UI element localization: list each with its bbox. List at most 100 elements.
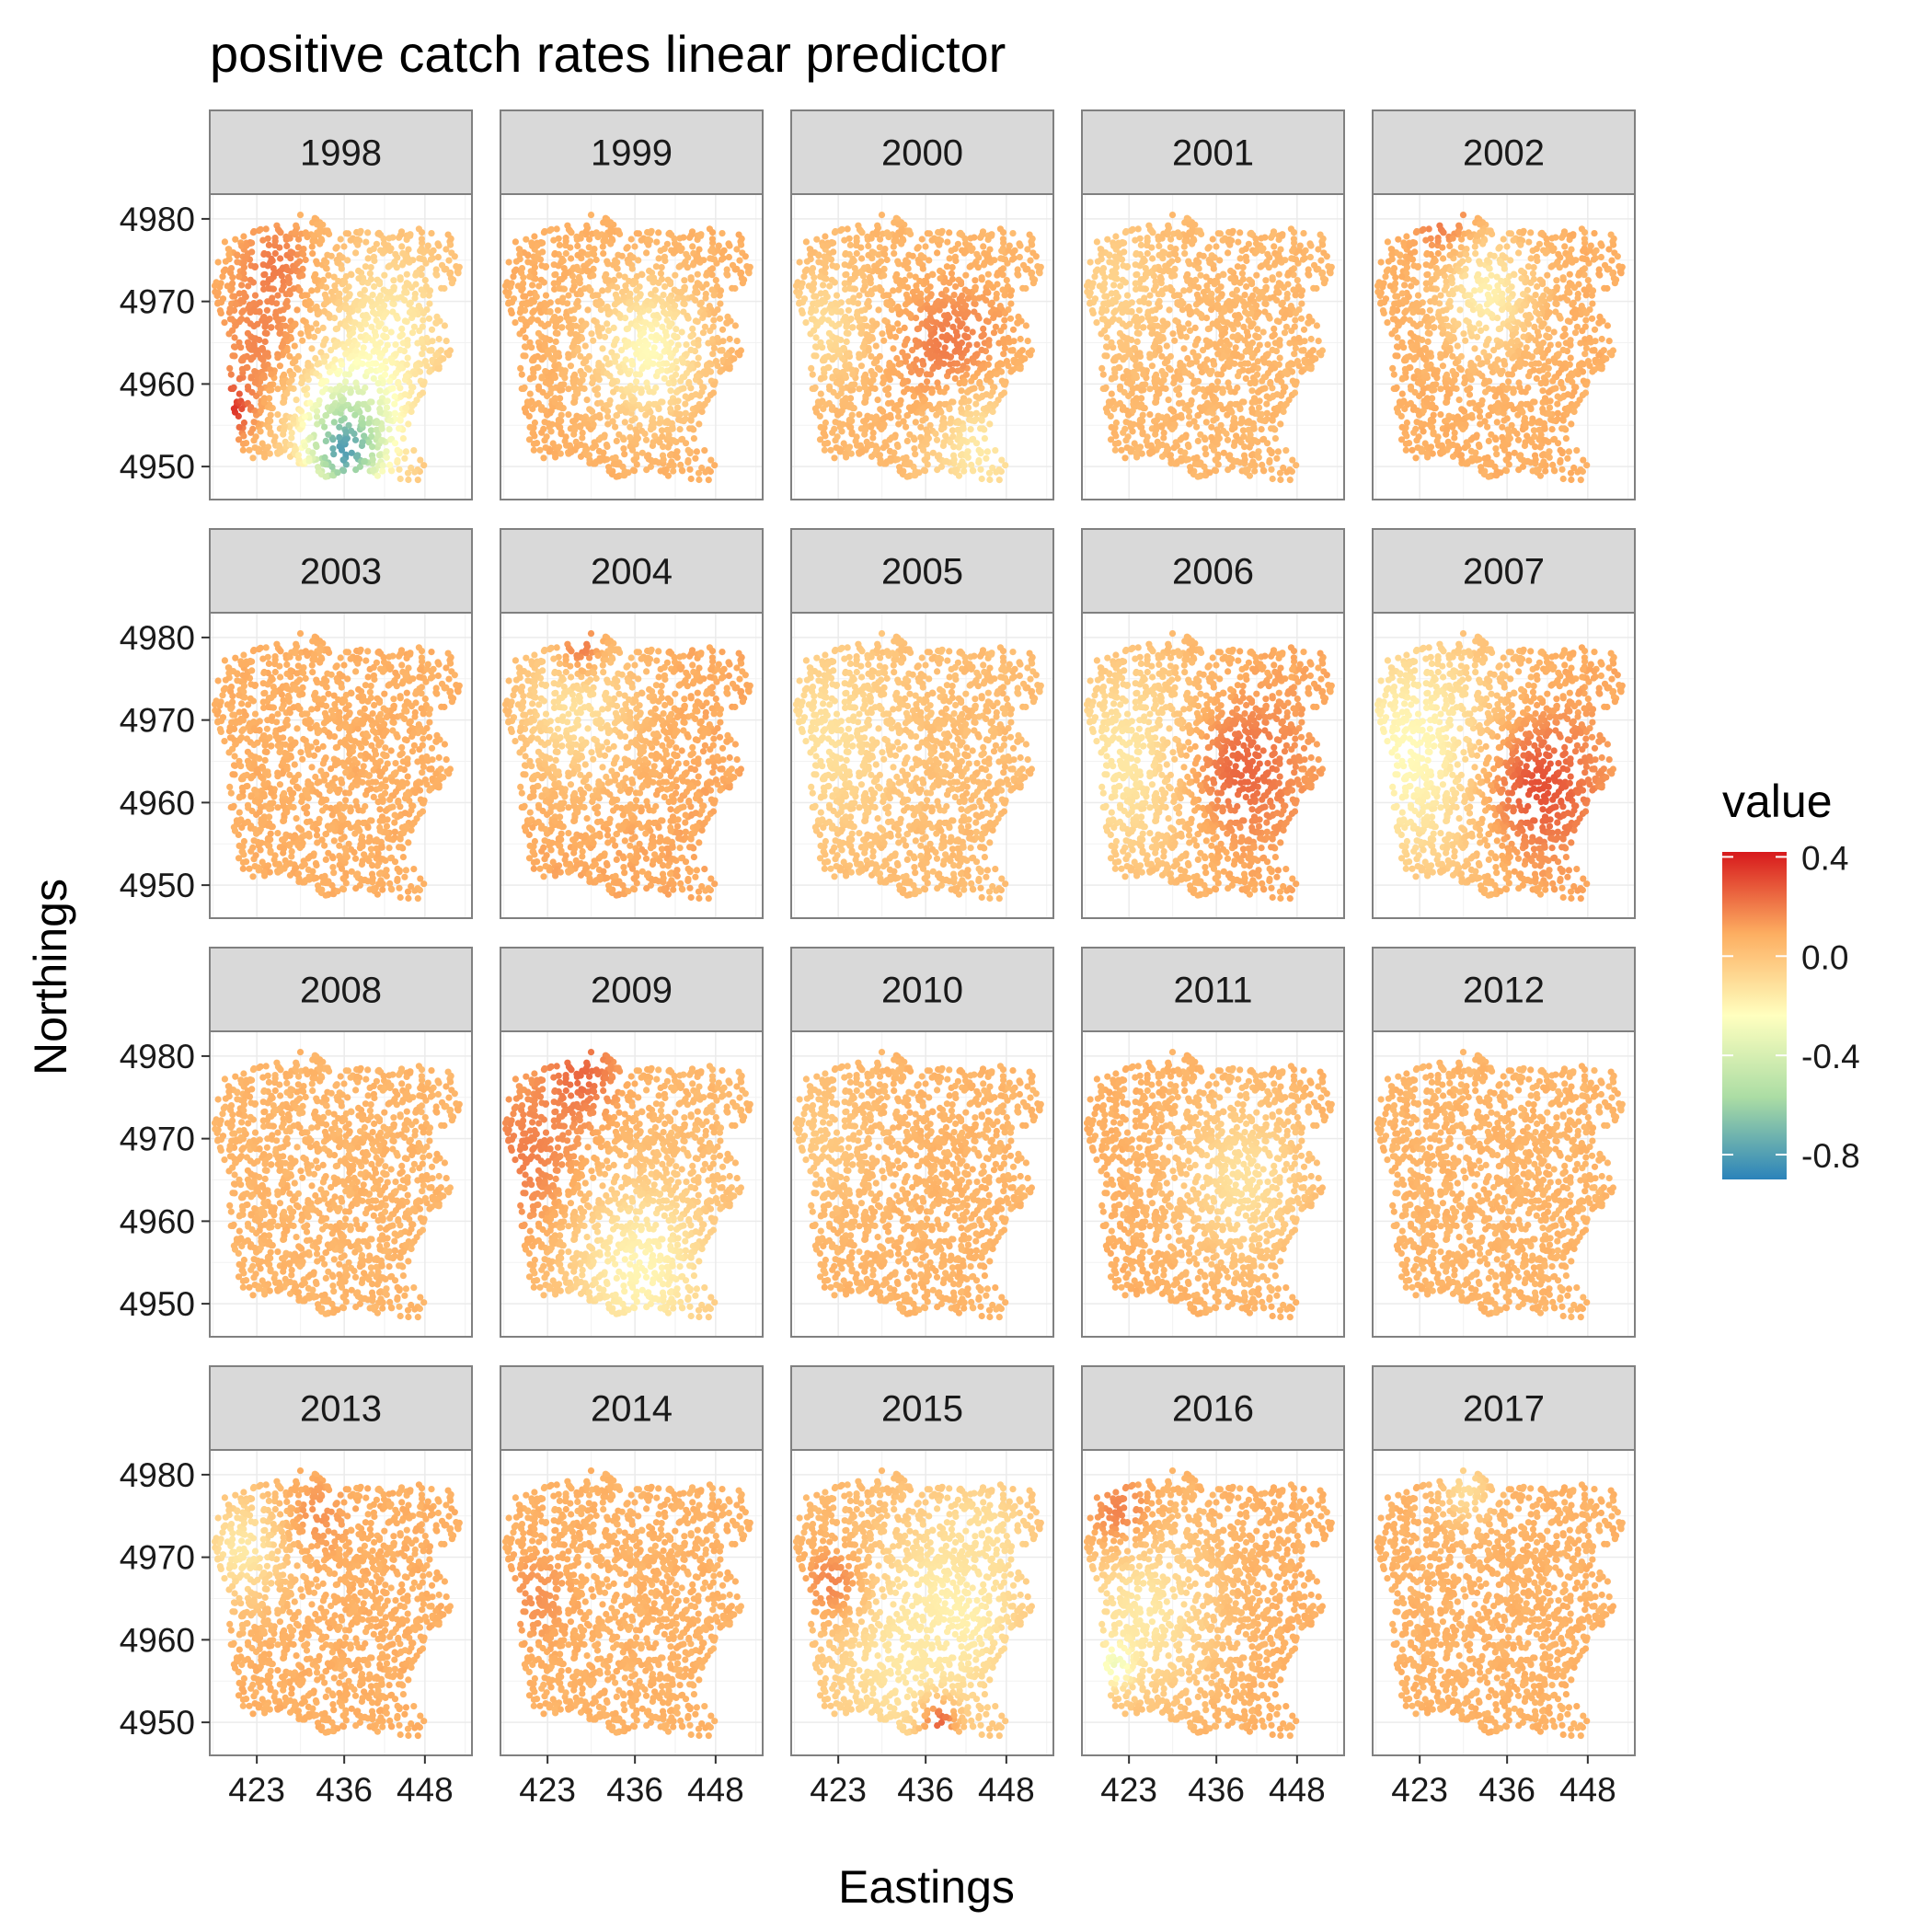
data-point [258,226,264,233]
data-point [1109,391,1115,397]
data-point [426,316,432,322]
data-point [937,268,943,274]
data-point [360,401,366,408]
data-point [1121,374,1127,380]
data-point [686,466,693,473]
data-point [396,425,402,431]
data-point [581,285,588,292]
data-point [1317,258,1324,264]
data-point [280,399,286,406]
data-point [829,404,835,410]
data-point [904,284,911,291]
data-point [1217,230,1224,236]
data-point [579,372,585,378]
data-point [883,443,890,449]
data-point [696,247,702,253]
data-point [250,335,257,341]
data-point [1271,326,1277,332]
data-point [881,421,888,428]
data-point [590,338,596,344]
data-point [277,255,283,261]
data-point [692,455,698,462]
data-point [546,309,553,316]
data-point [810,372,816,378]
data-point [892,334,899,340]
data-point [709,229,716,236]
data-point [857,245,864,251]
data-point [260,314,267,320]
data-point [635,257,641,263]
data-point [392,440,398,446]
data-point [631,467,638,474]
data-point [868,276,874,282]
data-point [251,368,258,374]
data-point [974,370,981,376]
data-point [638,332,644,339]
data-point [570,380,577,386]
data-point [330,451,337,457]
data-point [1020,262,1027,269]
data-point [858,307,865,314]
data-point [845,330,851,337]
data-point [214,293,221,299]
data-point [629,266,636,272]
data-point [989,300,995,306]
data-point [644,454,650,460]
data-point [875,306,881,313]
data-point [616,312,623,318]
data-point [930,353,937,360]
data-point [361,458,367,465]
data-point [575,347,581,353]
data-point [1300,230,1306,236]
data-point [894,402,901,408]
data-point [939,302,946,308]
data-point [977,466,983,473]
data-point [527,375,534,382]
data-point [671,236,677,242]
data-point [919,236,926,242]
data-point [605,464,612,470]
data-point [629,447,636,454]
data-point [834,264,840,270]
data-point [249,389,256,396]
data-point [929,271,936,278]
data-point [231,406,237,412]
data-point [993,468,999,475]
data-point [842,314,848,320]
data-point [290,416,296,422]
data-point [963,311,970,317]
data-point [687,333,694,339]
data-point [288,385,294,391]
data-point [595,362,602,369]
data-point [542,368,548,374]
data-point [804,259,811,265]
data-point [811,281,817,287]
data-point [681,295,687,302]
data-point [903,257,909,263]
data-point [984,448,991,454]
data-point [821,366,827,373]
data-point [704,270,710,276]
data-point [573,334,580,340]
data-point [404,362,410,368]
data-point [281,427,287,433]
data-point [1138,387,1144,394]
data-point [591,317,597,324]
data-point [862,372,868,378]
data-point [513,259,520,265]
data-point [830,248,836,255]
data-point [650,421,657,428]
data-point [352,348,359,354]
data-point [323,295,329,302]
data-point [275,317,282,324]
data-point [942,458,949,465]
data-point [332,341,339,348]
data-point [1288,303,1294,309]
data-point [873,266,880,272]
data-point [1227,268,1234,274]
data-point [681,284,687,291]
data-point [247,302,253,308]
data-point [382,372,388,378]
data-point [386,426,393,432]
data-point [579,385,585,391]
